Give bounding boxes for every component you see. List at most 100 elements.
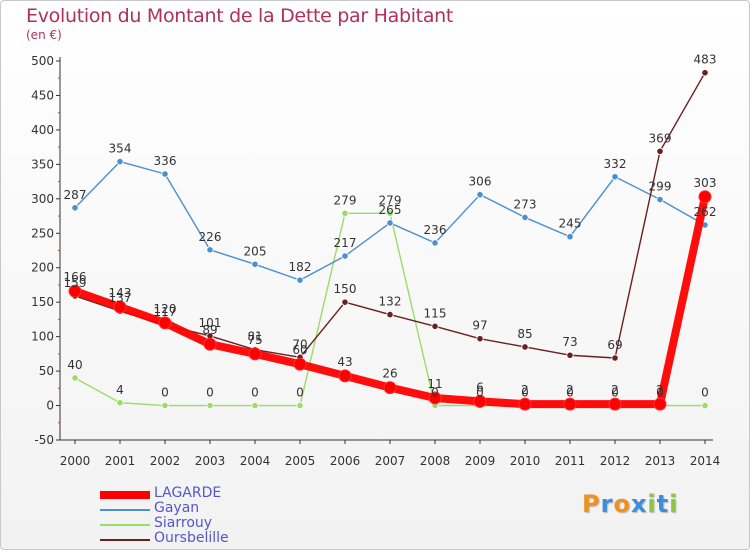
data-point-siarrouy bbox=[116, 399, 124, 407]
data-label-lagarde: 2 bbox=[521, 383, 529, 397]
data-point-gayan bbox=[71, 204, 79, 212]
data-point-oursbelille bbox=[656, 147, 664, 155]
data-point-gayan bbox=[116, 158, 124, 166]
data-label-gayan: 182 bbox=[289, 260, 312, 274]
data-label-siarrouy: 0 bbox=[521, 386, 529, 400]
y-tick-label: 400 bbox=[31, 123, 54, 137]
data-point-oursbelille bbox=[611, 354, 619, 362]
data-point-siarrouy bbox=[701, 401, 709, 410]
legend-swatch bbox=[100, 524, 150, 526]
data-label-lagarde: 43 bbox=[337, 355, 352, 369]
data-point-gayan bbox=[251, 260, 259, 268]
x-tick-label: 2012 bbox=[600, 454, 631, 468]
data-point-oursbelille bbox=[566, 351, 574, 359]
data-point-oursbelille bbox=[341, 298, 349, 306]
y-tick-label: 300 bbox=[31, 192, 54, 206]
data-label-gayan: 354 bbox=[109, 142, 132, 156]
data-label-siarrouy: 0 bbox=[656, 386, 664, 400]
data-point-oursbelille bbox=[431, 322, 439, 330]
y-tick-label: 200 bbox=[31, 261, 54, 275]
x-tick-label: 2008 bbox=[420, 454, 451, 468]
data-label-siarrouy: 279 bbox=[334, 193, 357, 207]
y-tick-label: 250 bbox=[31, 226, 54, 240]
x-tick-label: 2000 bbox=[60, 454, 91, 468]
data-point-lagarde bbox=[653, 397, 667, 411]
data-label-gayan: 236 bbox=[424, 223, 447, 237]
data-point-siarrouy bbox=[71, 374, 79, 382]
y-tick-label: -50 bbox=[34, 433, 54, 447]
data-point-lagarde bbox=[383, 381, 397, 395]
data-label-siarrouy: 0 bbox=[476, 386, 484, 400]
x-tick-label: 2013 bbox=[645, 454, 676, 468]
data-label-oursbelille: 101 bbox=[199, 316, 222, 330]
data-point-lagarde bbox=[428, 391, 442, 405]
data-point-lagarde bbox=[293, 357, 307, 371]
data-label-oursbelille: 81 bbox=[247, 330, 262, 344]
logo-letter: o bbox=[613, 490, 631, 518]
legend-label: Siarrouy bbox=[154, 515, 213, 531]
y-tick-label: 500 bbox=[31, 54, 54, 68]
data-label-siarrouy: 0 bbox=[161, 386, 169, 400]
data-label-gayan: 306 bbox=[469, 175, 492, 189]
data-label-siarrouy: 0 bbox=[611, 386, 619, 400]
data-label-lagarde: 143 bbox=[109, 286, 132, 300]
data-point-lagarde bbox=[473, 394, 487, 408]
data-label-oursbelille: 97 bbox=[472, 319, 487, 333]
x-tick-label: 2014 bbox=[690, 454, 721, 468]
x-tick-label: 2004 bbox=[240, 454, 271, 468]
data-label-gayan: 332 bbox=[604, 157, 627, 171]
data-label-siarrouy: 0 bbox=[566, 386, 574, 400]
data-point-gayan bbox=[341, 252, 349, 260]
data-label-siarrouy: 0 bbox=[206, 386, 214, 400]
legend-label: Gayan bbox=[154, 500, 200, 516]
data-label-lagarde: 2 bbox=[566, 383, 574, 397]
legend-label: LAGARDE bbox=[154, 485, 222, 501]
data-point-lagarde bbox=[563, 397, 577, 411]
legend-label: Oursbelille bbox=[154, 530, 229, 546]
logo-letter: x bbox=[630, 490, 648, 518]
y-tick-label: 100 bbox=[31, 330, 54, 344]
data-point-lagarde bbox=[248, 347, 262, 361]
data-point-lagarde bbox=[158, 316, 172, 330]
data-point-siarrouy bbox=[251, 401, 259, 410]
data-point-gayan bbox=[386, 219, 394, 227]
data-label-lagarde: 89 bbox=[202, 323, 217, 337]
data-label-oursbelille: 137 bbox=[109, 291, 132, 305]
y-tick-label: 150 bbox=[31, 295, 54, 309]
data-label-lagarde: 75 bbox=[247, 333, 262, 347]
y-tick-label: 450 bbox=[31, 88, 54, 102]
data-label-gayan: 226 bbox=[199, 230, 222, 244]
data-point-gayan bbox=[161, 170, 169, 178]
data-label-gayan: 336 bbox=[154, 154, 177, 168]
data-point-oursbelille bbox=[476, 335, 484, 343]
data-point-lagarde bbox=[338, 369, 352, 383]
data-point-gayan bbox=[656, 195, 664, 204]
data-label-lagarde: 26 bbox=[382, 367, 397, 381]
data-point-gayan bbox=[296, 276, 304, 284]
data-label-gayan: 245 bbox=[559, 217, 582, 231]
data-label-gayan: 299 bbox=[649, 180, 672, 194]
data-point-lagarde bbox=[698, 190, 712, 204]
logo-letter: i bbox=[669, 490, 679, 518]
data-label-oursbelille: 115 bbox=[424, 306, 447, 320]
y-tick-label: 350 bbox=[31, 157, 54, 171]
data-label-lagarde: 11 bbox=[427, 377, 442, 391]
data-label-oursbelille: 369 bbox=[649, 131, 672, 145]
y-tick-label: 0 bbox=[46, 399, 54, 413]
data-label-lagarde: 120 bbox=[154, 302, 177, 316]
x-tick-label: 2010 bbox=[510, 454, 541, 468]
data-point-gayan bbox=[566, 233, 574, 241]
data-label-gayan: 262 bbox=[694, 205, 717, 219]
logo-letter: t bbox=[656, 490, 670, 518]
data-point-siarrouy bbox=[341, 209, 349, 217]
data-label-siarrouy: 4 bbox=[116, 383, 124, 397]
logo-letter: P bbox=[582, 490, 601, 518]
data-point-lagarde bbox=[113, 300, 127, 314]
data-label-siarrouy: 0 bbox=[296, 386, 304, 400]
data-label-gayan: 217 bbox=[334, 236, 357, 250]
logo-letter: i bbox=[647, 490, 657, 518]
data-label-siarrouy: 0 bbox=[701, 386, 709, 400]
data-label-oursbelille: 70 bbox=[292, 337, 307, 351]
x-tick-label: 2002 bbox=[150, 454, 181, 468]
